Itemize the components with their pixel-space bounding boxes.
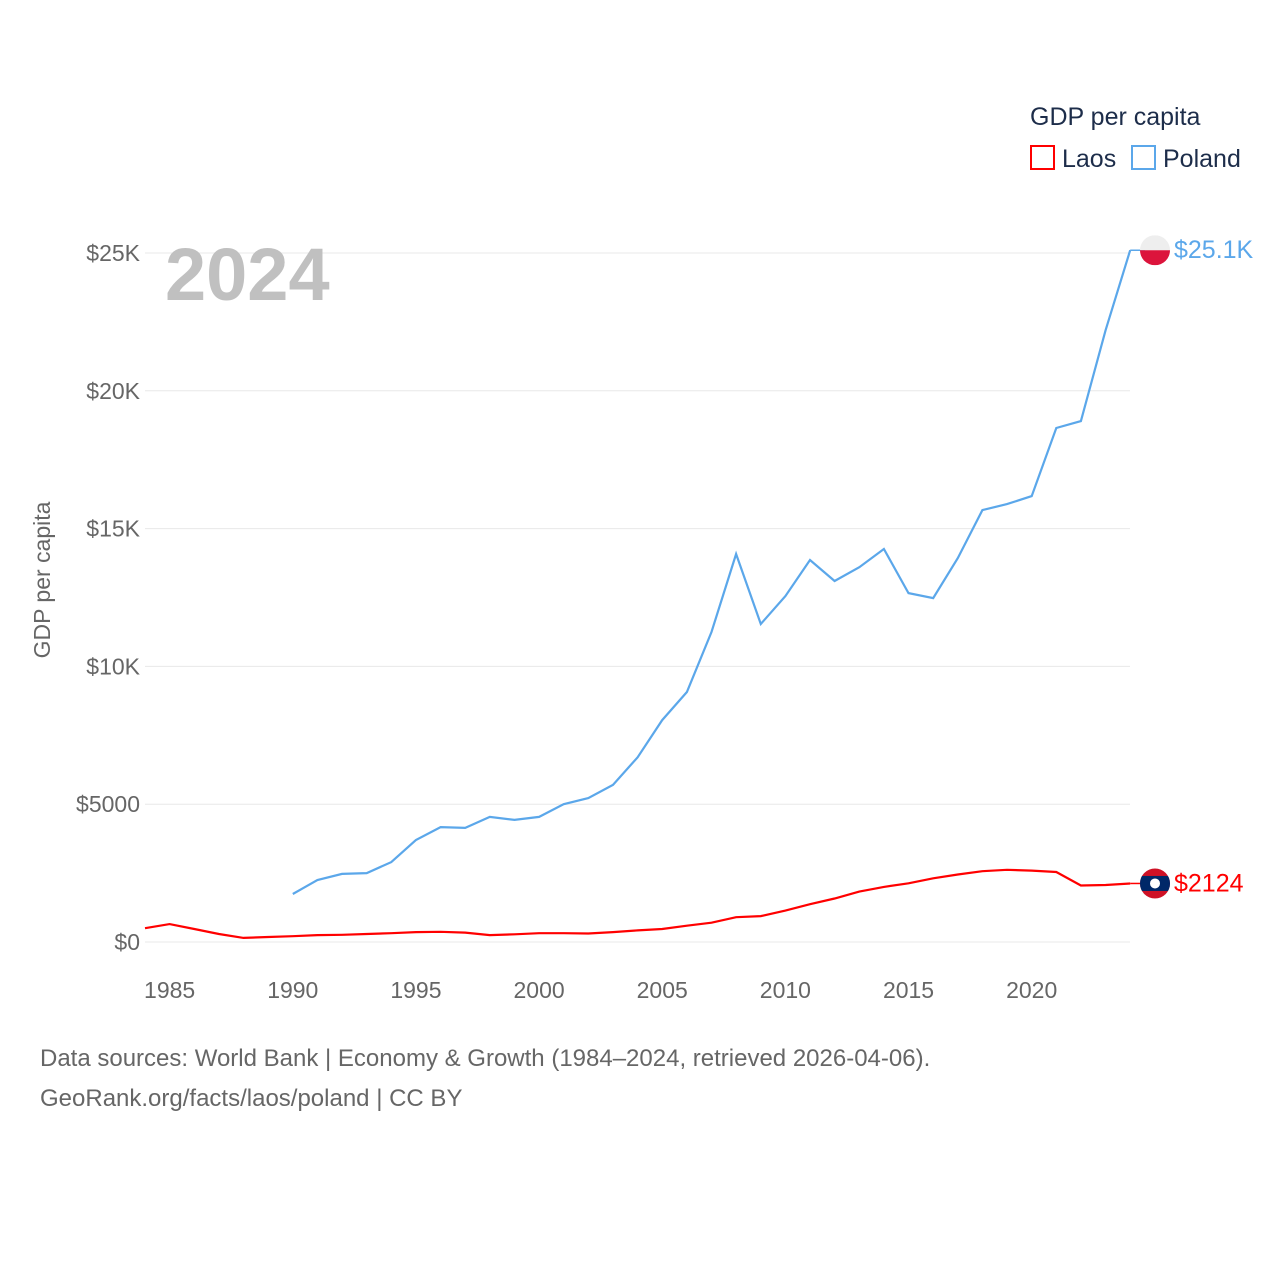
series-line-poland <box>292 249 1132 895</box>
y-tick-label: $25K <box>86 240 140 266</box>
x-tick-label: 2020 <box>1006 977 1057 1003</box>
laos-flag-icon <box>1140 868 1170 899</box>
year-label: 2024 <box>165 233 330 316</box>
x-tick-label: 1985 <box>144 977 195 1003</box>
legend-title: GDP per capita <box>1030 103 1201 131</box>
legend-swatch-poland[interactable] <box>1131 145 1156 170</box>
y-tick-label: $20K <box>86 378 140 404</box>
legend-label-laos[interactable]: Laos <box>1062 145 1116 173</box>
y-tick-label: $10K <box>86 653 140 679</box>
legend-label-poland[interactable]: Poland <box>1163 145 1241 173</box>
x-tick-label: 2010 <box>760 977 811 1003</box>
source-text: Data sources: World Bank | Economy & Gro… <box>40 1045 931 1072</box>
x-tick-label: 2005 <box>637 977 688 1003</box>
end-value-label-laos: $2124 <box>1174 869 1244 897</box>
end-value-label-poland: $25.1K <box>1174 236 1254 264</box>
x-tick-label: 1990 <box>267 977 318 1003</box>
x-tick-label: 2000 <box>513 977 564 1003</box>
legend-swatch-laos[interactable] <box>1030 145 1055 170</box>
y-tick-label: $5000 <box>76 791 140 817</box>
series-line-laos <box>144 868 1131 940</box>
attribution-link[interactable]: GeoRank.org/facts/laos/poland | CC BY <box>40 1085 463 1112</box>
x-tick-label: 2015 <box>883 977 934 1003</box>
poland-flag-icon <box>1140 235 1170 266</box>
x-tick-label: 1995 <box>390 977 441 1003</box>
y-tick-label: $0 <box>114 929 140 955</box>
y-tick-label: $15K <box>86 516 140 542</box>
y-axis-label: GDP per capita <box>29 501 55 658</box>
